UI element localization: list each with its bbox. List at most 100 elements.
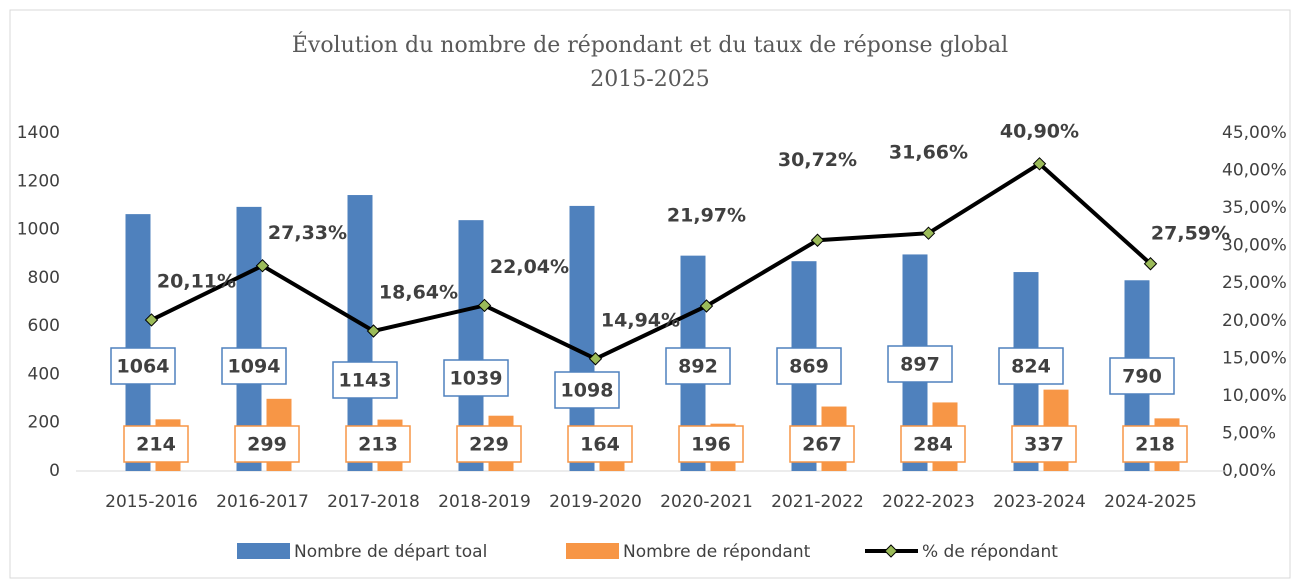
legend-label: Nombre de répondant [623, 542, 811, 562]
y-tick-label: 1200 [17, 171, 60, 191]
data-label-box [678, 425, 744, 463]
data-label-box [776, 347, 842, 385]
data-label: 267 [802, 434, 842, 456]
data-label: 1098 [561, 380, 614, 402]
data-label-box [345, 425, 411, 463]
data-label: 337 [1024, 434, 1064, 456]
x-tick-label: 2016-2017 [216, 492, 309, 512]
data-label: 229 [469, 434, 509, 456]
data-label: 196 [691, 434, 731, 456]
y2-tick-label: 5,00% [1222, 423, 1276, 443]
y2-tick-label: 35,00% [1222, 198, 1287, 218]
x-tick-label: 2018-2019 [438, 492, 531, 512]
data-label: 30,72% [778, 149, 857, 171]
marker [366, 324, 381, 338]
legend-swatch [237, 543, 290, 559]
y-tick-label: 200 [28, 413, 60, 433]
data-label: 299 [247, 434, 287, 456]
data-label-box [789, 425, 855, 463]
bar [347, 195, 373, 471]
legend-swatch [566, 543, 619, 559]
y-tick-label: 800 [28, 268, 60, 288]
data-label-box [998, 347, 1064, 385]
data-label: 1094 [228, 356, 281, 378]
data-label-box [554, 371, 620, 409]
data-label-box [123, 425, 189, 463]
y-tick-label: 0 [49, 461, 60, 481]
data-label-box [665, 347, 731, 385]
data-label: 1143 [339, 370, 392, 392]
x-tick-label: 2021-2022 [771, 492, 864, 512]
data-label-box [900, 425, 966, 463]
chart-subtitle: 2015-2025 [590, 67, 709, 92]
marker [1143, 257, 1158, 271]
y-tick-label: 1400 [17, 123, 60, 143]
data-label: 40,90% [1000, 120, 1079, 142]
marker [921, 226, 936, 240]
x-tick-label: 2020-2021 [660, 492, 753, 512]
marker [810, 233, 825, 247]
marker [588, 352, 603, 366]
legend-marker [884, 544, 898, 558]
y2-tick-label: 40,00% [1222, 161, 1287, 181]
x-tick-label: 2017-2018 [327, 492, 420, 512]
data-label-box [1122, 425, 1188, 463]
y-tick-label: 600 [28, 316, 60, 336]
data-label: 284 [913, 434, 953, 456]
marker [144, 313, 159, 327]
y-tick-label: 400 [28, 364, 60, 384]
line [150, 161, 1152, 362]
data-label: 824 [1011, 356, 1051, 378]
data-label: 20,11% [157, 270, 236, 292]
data-label: 1064 [117, 356, 170, 378]
chart-title: Évolution du nombre de répondant et du t… [292, 31, 1008, 58]
data-label-box [443, 359, 509, 397]
data-label-box [234, 425, 300, 463]
data-label: 218 [1135, 434, 1175, 456]
data-label-box [332, 361, 398, 399]
x-tick-label: 2023-2024 [993, 492, 1086, 512]
x-tick-label: 2022-2023 [882, 492, 975, 512]
legend-label: Nombre de départ toal [294, 542, 487, 562]
data-label: 21,97% [667, 204, 746, 226]
data-label-box [456, 425, 522, 463]
y2-tick-label: 45,00% [1222, 123, 1287, 143]
data-label-box [567, 425, 633, 463]
data-label-box [110, 347, 176, 385]
legend-label: % de répondant [922, 542, 1058, 562]
data-label: 1039 [450, 368, 503, 390]
data-label-box [887, 345, 953, 383]
data-label: 892 [678, 356, 718, 378]
data-label: 869 [789, 356, 829, 378]
marker [699, 299, 714, 313]
data-label: 213 [358, 434, 398, 456]
y2-tick-label: 0,00% [1222, 461, 1276, 481]
y2-tick-label: 25,00% [1222, 273, 1287, 293]
y2-tick-label: 30,00% [1222, 236, 1287, 256]
data-label: 897 [900, 354, 940, 376]
marker [477, 298, 492, 313]
data-label: 27,33% [268, 222, 347, 244]
data-label: 27,59% [1151, 222, 1230, 244]
x-tick-label: 2024-2025 [1104, 492, 1197, 512]
x-tick-label: 2015-2016 [105, 492, 198, 512]
chart-frame [9, 9, 1291, 579]
data-label: 18,64% [379, 281, 458, 303]
data-label: 14,94% [601, 309, 680, 331]
y-tick-label: 1000 [17, 220, 60, 240]
y2-tick-label: 10,00% [1222, 386, 1287, 406]
data-label: 164 [580, 434, 620, 456]
marker [255, 259, 270, 273]
data-label-box [221, 347, 287, 385]
data-label: 22,04% [490, 256, 569, 278]
marker [1032, 157, 1047, 171]
data-label: 790 [1122, 366, 1162, 388]
y2-tick-label: 15,00% [1222, 348, 1287, 368]
x-tick-label: 2019-2020 [549, 492, 642, 512]
data-label-box [1011, 425, 1077, 463]
data-label: 214 [136, 434, 176, 456]
data-label-box [1109, 357, 1175, 395]
y2-tick-label: 20,00% [1222, 311, 1287, 331]
data-label: 31,66% [889, 142, 968, 164]
